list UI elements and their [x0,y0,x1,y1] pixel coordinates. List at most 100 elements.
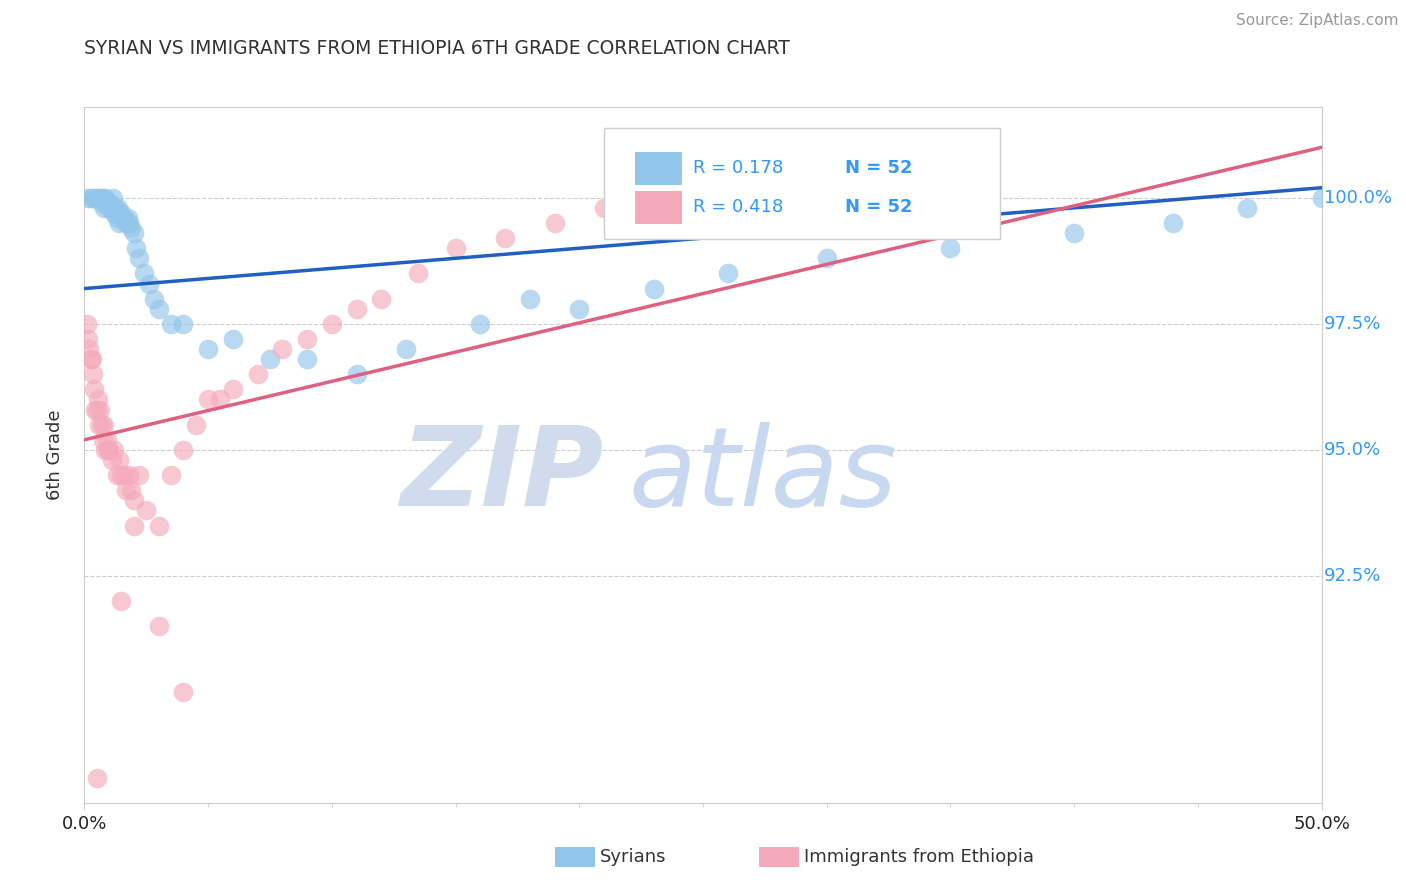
Point [692,191,714,205]
Text: atlas: atlas [628,422,897,529]
Point [111,211,134,225]
Point [295,352,318,367]
Point [122,493,145,508]
Point [105,211,128,225]
Point [82,368,104,382]
Point [91,191,114,205]
Text: Syrians: Syrians [600,848,666,866]
Point [84,402,107,417]
Point [79,352,101,367]
Point [717,267,740,281]
Point [103,206,125,220]
Point [97,442,120,457]
Point [77,332,100,346]
Point [295,332,318,346]
Point [103,442,125,457]
Text: N = 52: N = 52 [845,160,912,178]
Point [197,392,219,407]
Point [86,402,108,417]
Point [87,392,110,407]
Point [98,201,121,215]
Point [94,191,117,205]
Point [643,191,665,205]
Point [110,206,132,220]
Point [115,483,138,498]
Point [172,317,194,331]
Text: Source: ZipAtlas.com: Source: ZipAtlas.com [1236,13,1399,29]
Text: R = 0.418: R = 0.418 [693,198,783,216]
Text: SYRIAN VS IMMIGRANTS FROM ETHIOPIA 6TH GRADE CORRELATION CHART: SYRIAN VS IMMIGRANTS FROM ETHIOPIA 6TH G… [84,39,790,58]
Point [815,252,838,266]
Point [96,195,118,210]
Point [117,211,139,225]
Point [94,442,117,457]
Point [96,433,118,447]
Point [91,433,114,447]
Point [107,201,129,215]
Point [138,277,160,291]
Point [100,201,122,215]
Point [346,368,368,382]
Point [148,518,170,533]
Point [112,211,135,225]
Point [128,468,150,483]
Point [120,483,142,498]
Text: 97.5%: 97.5% [1324,315,1382,333]
Point [246,368,269,382]
Point [86,771,108,785]
Point [643,281,665,295]
Point [568,301,591,316]
Point [197,342,219,356]
Point [132,267,155,281]
Point [105,468,128,483]
Text: 95.0%: 95.0% [1324,441,1381,458]
Point [89,191,111,205]
Point [1310,191,1333,205]
Point [120,221,142,235]
Point [89,417,111,432]
Point [83,191,105,205]
Text: 92.5%: 92.5% [1324,567,1382,585]
Point [148,301,170,316]
Point [321,317,343,331]
FancyBboxPatch shape [636,191,682,224]
Point [408,267,430,281]
Point [172,685,194,699]
Point [128,252,150,266]
Point [110,594,132,608]
Point [98,442,121,457]
Point [89,402,111,417]
Point [470,317,492,331]
Point [939,241,962,255]
Point [93,201,115,215]
Point [108,216,131,230]
Point [118,216,141,230]
Point [98,195,121,210]
Point [76,317,98,331]
Text: 100.0%: 100.0% [1324,189,1392,207]
Text: N = 52: N = 52 [845,198,912,216]
Point [1236,201,1258,215]
Point [79,342,101,356]
Point [122,518,145,533]
Text: ZIP: ZIP [401,422,605,529]
Y-axis label: 6th Grade: 6th Grade [45,409,63,500]
Point [148,619,170,633]
Point [87,191,110,205]
Point [112,468,135,483]
Point [271,342,294,356]
Point [100,453,122,467]
Point [110,468,132,483]
Text: Immigrants from Ethiopia: Immigrants from Ethiopia [804,848,1035,866]
Point [108,453,131,467]
Point [346,301,368,316]
Point [83,383,105,397]
Point [1063,226,1085,240]
Point [741,180,763,194]
Point [444,241,467,255]
Point [142,292,165,306]
Point [593,201,616,215]
Point [135,503,157,517]
Point [543,216,565,230]
Text: R = 0.178: R = 0.178 [693,160,783,178]
